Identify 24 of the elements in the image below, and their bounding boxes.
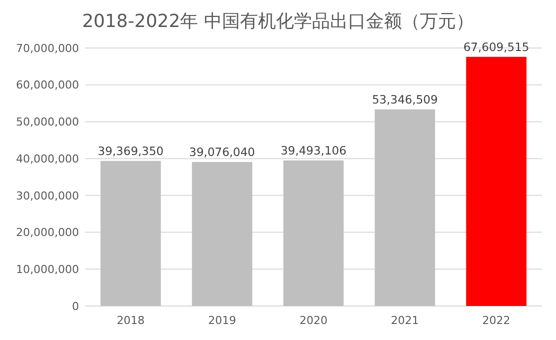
data-label: 67,609,515 (463, 40, 530, 54)
data-label: 39,076,040 (189, 144, 256, 159)
bar (100, 160, 161, 306)
y-tick-label: 30,000,000 (16, 189, 79, 202)
bar (192, 162, 252, 306)
bar (466, 56, 526, 306)
data-label: 39,493,106 (280, 143, 346, 158)
x-tick-label: 2018 (116, 314, 145, 327)
y-tick-label: 40,000,000 (16, 152, 79, 166)
data-label: 53,346,509 (372, 92, 438, 106)
y-tick-label: 70,000,000 (16, 42, 79, 55)
y-tick-label: 10,000,000 (16, 262, 79, 276)
data-label: 39,369,350 (98, 144, 164, 158)
y-tick-label: 0 (72, 300, 79, 313)
x-tick-label: 2022 (482, 314, 510, 327)
y-tick-label: 60,000,000 (16, 78, 79, 92)
x-tick-label: 2021 (390, 314, 419, 327)
bar (374, 109, 436, 306)
x-tick-label: 2020 (300, 314, 328, 327)
chart-title: 2018-2022年 中国有机化学品出口金额（万元） (82, 11, 474, 32)
y-tick-label: 50,000,000 (16, 116, 79, 129)
y-tick-label: 20,000,000 (16, 226, 79, 240)
bar (283, 160, 344, 306)
x-tick-label: 2019 (208, 314, 236, 327)
